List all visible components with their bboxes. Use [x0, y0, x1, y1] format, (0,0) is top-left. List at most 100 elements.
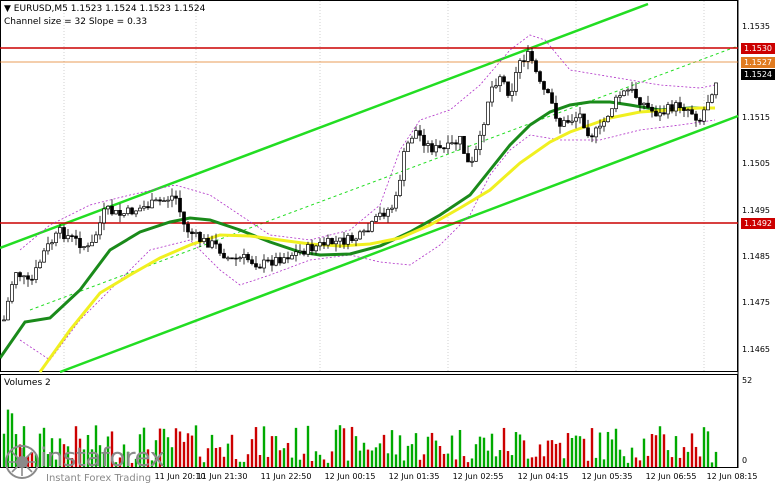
lower-band [19, 119, 716, 361]
candle-body [522, 60, 526, 62]
channel-lower-line[interactable] [59, 114, 739, 374]
volume-bar [494, 456, 498, 467]
candle-body [142, 206, 146, 209]
volume-bar [690, 433, 694, 467]
volume-bar [206, 448, 210, 467]
volume-bar [246, 454, 250, 467]
candle-body [130, 207, 134, 215]
candle-body [694, 113, 698, 121]
price-tag-resistance: 1.1530 [741, 43, 775, 54]
candle-body [622, 90, 626, 96]
candle-body [638, 97, 642, 106]
dropdown-triangle-icon[interactable]: ▼ [4, 4, 11, 14]
volume-bar [258, 455, 262, 467]
candle-body [614, 96, 618, 110]
volume-bar [598, 432, 602, 467]
candle-body [654, 110, 658, 117]
volume-bar [450, 435, 454, 467]
volume-bar [466, 462, 470, 467]
candle-body [270, 259, 274, 266]
candle-body [562, 120, 566, 127]
volume-bar [314, 451, 318, 467]
volume-bar [318, 454, 322, 467]
volume-bar [506, 451, 510, 467]
volume-bar [270, 436, 274, 467]
volume-bar [158, 428, 162, 467]
candle-body [706, 101, 710, 111]
volume-bar [138, 434, 142, 467]
candle-body [670, 104, 674, 112]
price-label: 1.1465 [742, 345, 770, 354]
candle-body [462, 135, 466, 154]
volume-bar [706, 431, 710, 467]
grid [63, 1, 705, 371]
volume-bar [370, 450, 374, 467]
volume-bar [310, 461, 314, 467]
volume-bar [482, 437, 486, 467]
volume-bar [66, 446, 70, 467]
volume-bar [2, 433, 6, 467]
time-label: 11 Jun 21:30 [196, 472, 248, 481]
candle-body [570, 120, 574, 123]
candle-body [430, 143, 434, 153]
volume-bar [282, 448, 286, 467]
volume-bar [606, 431, 610, 467]
candlestick-series[interactable] [2, 45, 718, 322]
candle-body [626, 89, 630, 92]
candle-body [22, 275, 26, 278]
candle-body [254, 263, 258, 268]
candle-body [66, 235, 70, 240]
upper-band [19, 34, 716, 251]
price-tag-support: 1.1492 [741, 218, 775, 229]
moving-average-slow[interactable] [38, 106, 715, 373]
volume-bar [554, 443, 558, 467]
volume-bar [474, 444, 478, 467]
volume-bar [542, 456, 546, 467]
volume-bar [118, 457, 122, 467]
candle-body [574, 117, 578, 122]
candle-body [310, 244, 314, 252]
volume-bar [54, 459, 58, 467]
candle-body [342, 237, 346, 245]
candle-body [710, 94, 714, 103]
volume-bar [214, 447, 218, 467]
price-label: 1.1475 [742, 298, 770, 307]
candle-body [42, 250, 46, 263]
volume-bar [390, 430, 394, 467]
volume-bar [134, 458, 138, 467]
channel-upper-line[interactable] [0, 2, 649, 250]
volume-bar [294, 427, 298, 467]
candle-body [502, 76, 506, 83]
volume-bar [422, 454, 426, 467]
candle-body [494, 85, 498, 88]
candle-body [378, 212, 382, 217]
volume-bar [642, 438, 646, 467]
volume-bar [106, 436, 110, 467]
volume-bar [398, 435, 402, 467]
candle-body [386, 208, 390, 217]
candle-body [678, 102, 682, 109]
candle-body [658, 112, 662, 117]
candle-body [358, 231, 362, 240]
candle-body [170, 195, 174, 201]
candle-body [510, 90, 514, 96]
candle-body [618, 95, 622, 98]
volume-bar [18, 444, 22, 467]
candle-body [146, 206, 150, 209]
volume-bar [286, 442, 290, 467]
volume-bar [322, 459, 326, 467]
volume-bar [226, 443, 230, 467]
volume-bar [658, 426, 662, 467]
candle-body [446, 142, 450, 150]
candle-body [110, 205, 114, 215]
volume-bar [378, 443, 382, 467]
volume-bar [602, 459, 606, 467]
candle-body [478, 134, 482, 150]
volume-bar [458, 429, 462, 467]
moving-average-fast[interactable] [0, 100, 715, 359]
candle-body [690, 109, 694, 115]
volume-bar [546, 440, 550, 467]
candle-body [178, 197, 182, 213]
volume-bar [446, 453, 450, 467]
